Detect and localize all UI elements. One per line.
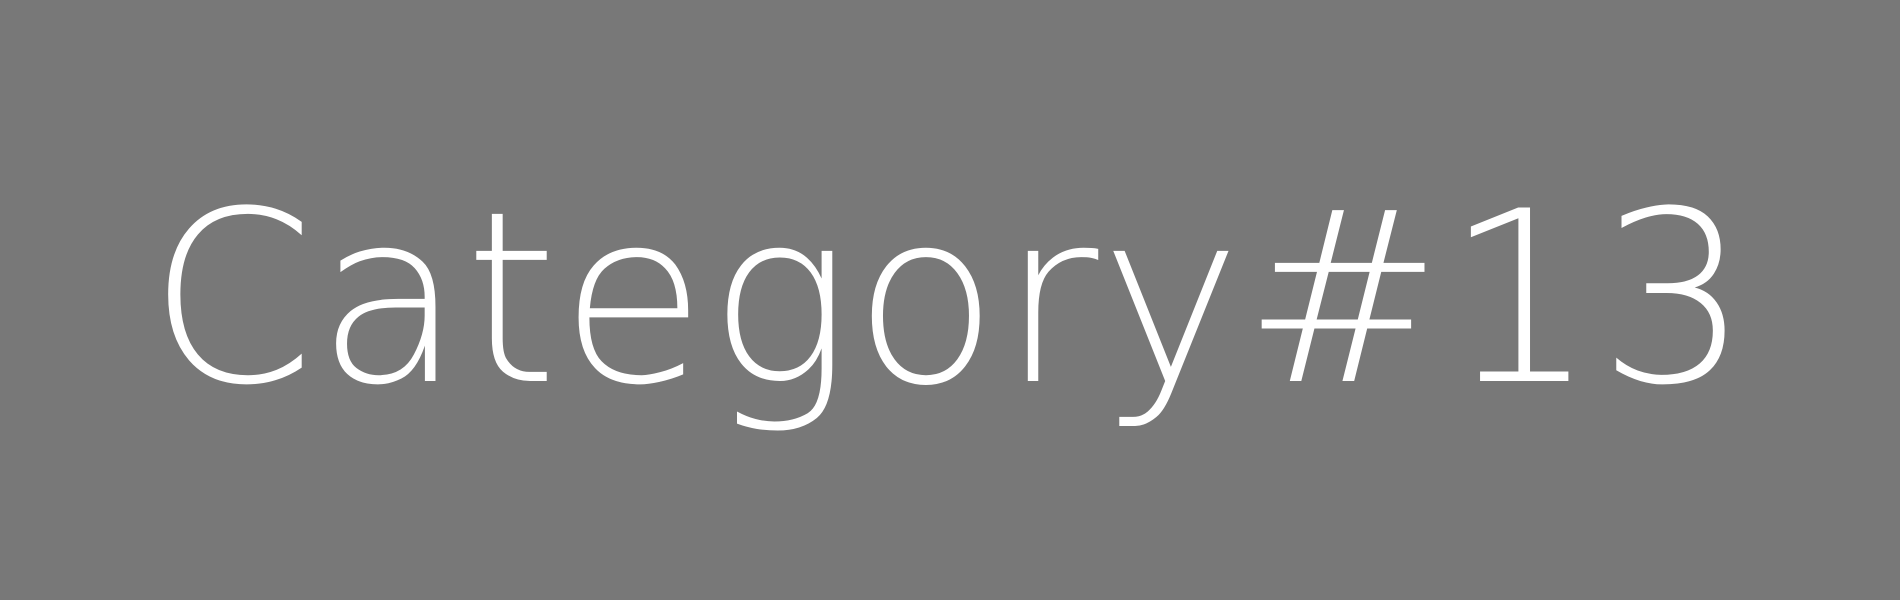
category-label: Category#13 [148,161,1752,438]
